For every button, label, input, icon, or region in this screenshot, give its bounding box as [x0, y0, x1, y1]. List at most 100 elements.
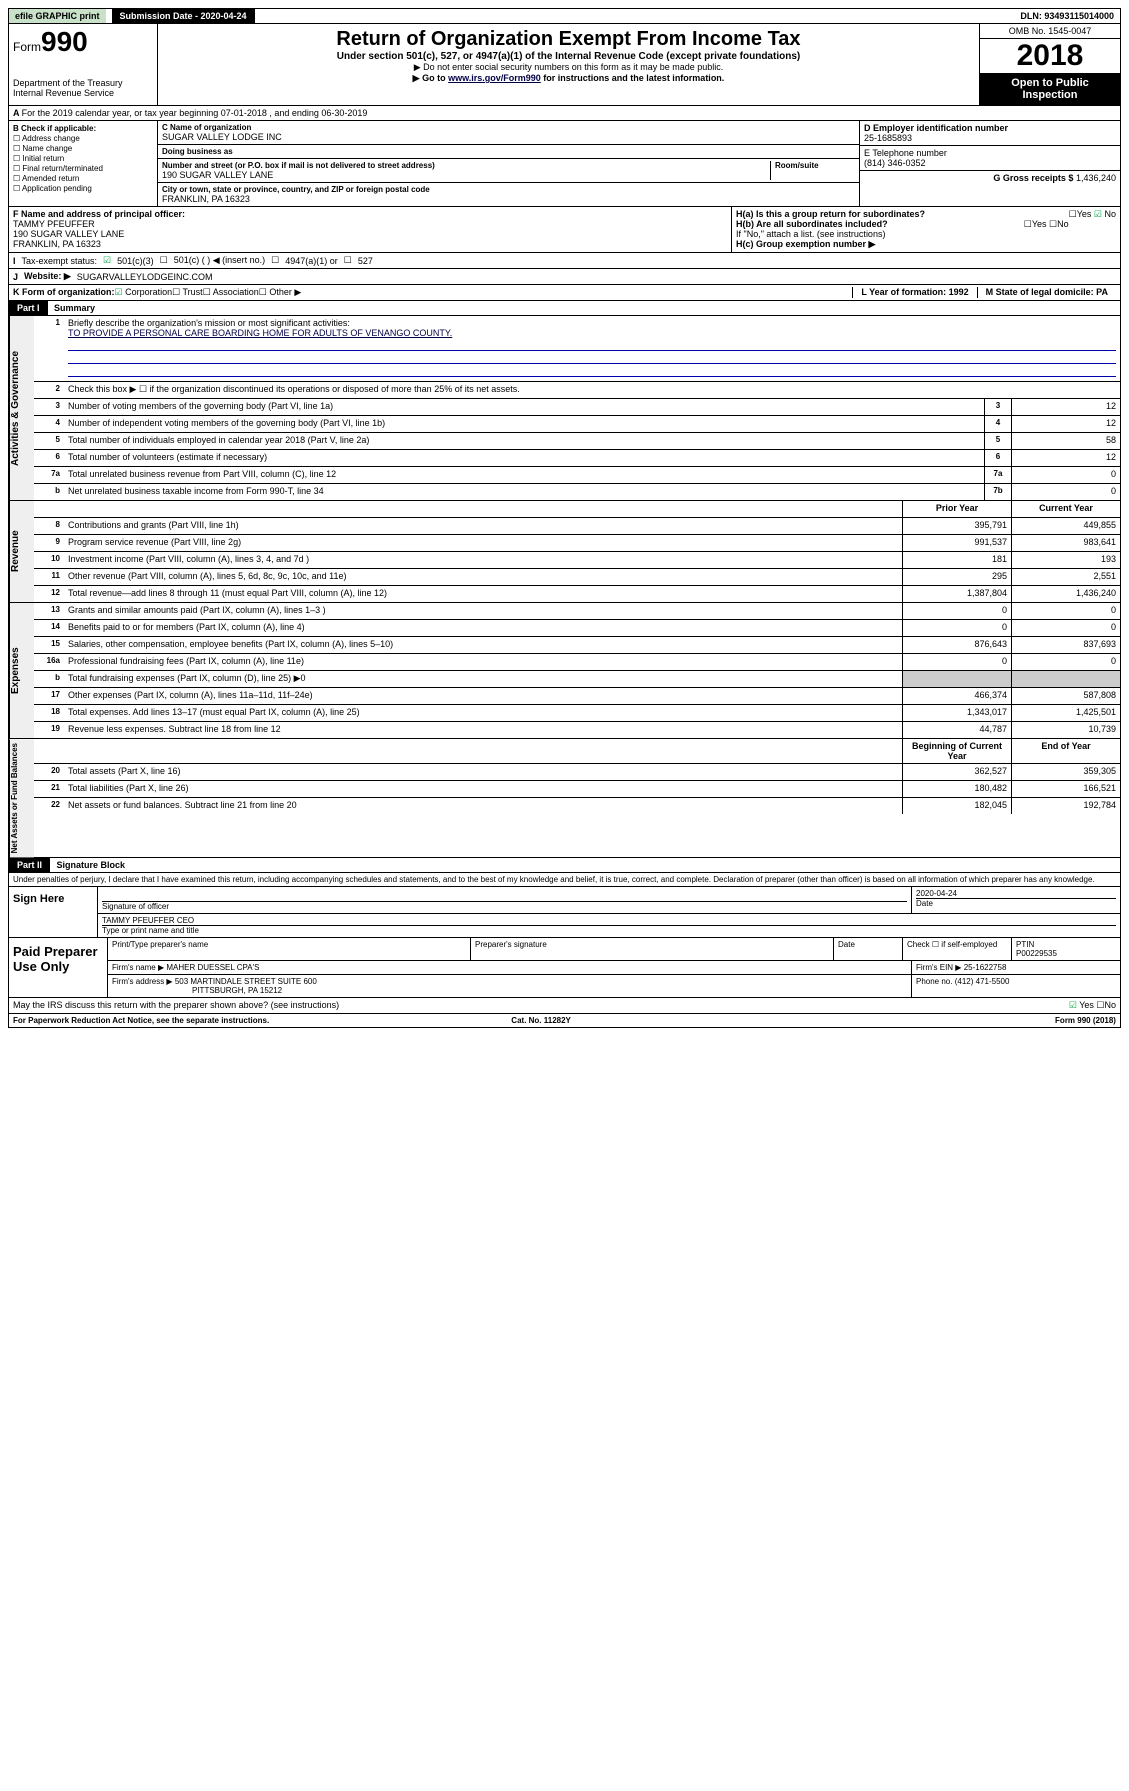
year-formation: L Year of formation: 1992	[852, 287, 976, 298]
part1-badge: Part I	[9, 301, 48, 315]
exp-section: Expenses 13Grants and similar amounts pa…	[8, 603, 1121, 739]
chk-initial[interactable]: Initial return	[13, 154, 153, 163]
topbar: efile GRAPHIC print Submission Date - 20…	[8, 8, 1121, 24]
f-addr2: FRANKLIN, PA 16323	[13, 239, 727, 249]
header-left: Form990 Department of the Treasury Inter…	[9, 24, 158, 105]
org-name: SUGAR VALLEY LODGE INC	[162, 132, 855, 142]
tel-label: E Telephone number	[864, 148, 1116, 158]
chk-name[interactable]: Name change	[13, 144, 153, 153]
form-subtitle: Under section 501(c), 527, or 4947(a)(1)…	[162, 51, 975, 62]
part2-badge: Part II	[9, 858, 50, 872]
part1-title: Summary	[50, 301, 99, 315]
mission-text: TO PROVIDE A PERSONAL CARE BOARDING HOME…	[68, 328, 452, 338]
tax-label: Tax-exempt status:	[22, 256, 98, 266]
form-prefix: Form	[13, 40, 41, 54]
col-c: C Name of organization SUGAR VALLEY LODG…	[158, 121, 860, 206]
sig-date: 2020-04-24	[916, 889, 1116, 898]
row-website: J Website: ▶ SUGARVALLEYLODGEINC.COM	[8, 269, 1121, 285]
state-domicile: M State of legal domicile: PA	[977, 287, 1116, 298]
part2-header: Part II Signature Block	[8, 858, 1121, 873]
dln-label: DLN: 93493115014000	[1014, 9, 1120, 23]
hc-label: H(c) Group exemption number ▶	[736, 239, 1116, 250]
f-name: TAMMY PFEUFFER	[13, 219, 727, 229]
sign-here-block: Sign Here Signature of officer 2020-04-2…	[8, 887, 1121, 938]
chk-501c3	[103, 255, 111, 266]
chk-address[interactable]: Address change	[13, 134, 153, 143]
tax-year: 2018	[980, 39, 1120, 73]
form-sub2: Do not enter social security numbers on …	[162, 62, 975, 73]
chk-final[interactable]: Final return/terminated	[13, 164, 153, 173]
tel-val: (814) 346-0352	[864, 158, 1116, 168]
ha-label: H(a) Is this a group return for subordin…	[736, 209, 925, 219]
rev-tab: Revenue	[9, 501, 34, 602]
city-val: FRANKLIN, PA 16323	[162, 194, 855, 204]
header-mid: Return of Organization Exempt From Incom…	[158, 24, 979, 105]
hb-note: If "No," attach a list. (see instruction…	[736, 229, 1116, 239]
paid-preparer-block: Paid Preparer Use Only Print/Type prepar…	[8, 938, 1121, 998]
sig-date-label: Date	[916, 898, 1116, 908]
sign-here-label: Sign Here	[9, 887, 98, 937]
footer-mid: Cat. No. 11282Y	[511, 1016, 571, 1025]
f-label: F Name and address of principal officer:	[13, 209, 727, 219]
sig-name: TAMMY PFEUFFER CEO	[102, 916, 1116, 925]
form-number: 990	[41, 26, 88, 57]
sig-officer-label: Signature of officer	[102, 901, 907, 911]
gross-val: 1,436,240	[1076, 173, 1116, 183]
goto-post: for instructions and the latest informat…	[541, 73, 725, 83]
header-right: OMB No. 1545-0047 2018 Open to Public In…	[979, 24, 1120, 105]
open-public-badge: Open to Public Inspection	[980, 73, 1120, 105]
block-fh: F Name and address of principal officer:…	[8, 207, 1121, 253]
efile-label: efile GRAPHIC print	[9, 9, 106, 23]
discuss-yes-check	[1069, 1000, 1079, 1010]
col-h: H(a) Is this a group return for subordin…	[732, 207, 1120, 252]
exp-tab: Expenses	[9, 603, 34, 738]
name-label: C Name of organization	[162, 123, 855, 132]
ein-val: 25-1685893	[864, 133, 1116, 143]
f-addr1: 190 SUGAR VALLEY LANE	[13, 229, 727, 239]
ha-no-check	[1094, 209, 1105, 219]
discuss-row: May the IRS discuss this return with the…	[8, 998, 1121, 1014]
footer-left: For Paperwork Reduction Act Notice, see …	[13, 1016, 269, 1025]
rev-section: Revenue Prior YearCurrent Year 8Contribu…	[8, 501, 1121, 603]
part2-title: Signature Block	[53, 858, 130, 872]
block-bcde: B Check if applicable: Address change Na…	[8, 121, 1121, 207]
na-tab: Net Assets or Fund Balances	[9, 739, 34, 857]
col-de: D Employer identification number 25-1685…	[860, 121, 1120, 206]
col-f: F Name and address of principal officer:…	[9, 207, 732, 252]
goto-pre: Go to	[413, 73, 448, 83]
addr-val: 190 SUGAR VALLEY LANE	[162, 170, 770, 180]
row-tax-status: I Tax-exempt status: 501(c)(3) ☐ 501(c) …	[8, 253, 1121, 269]
row-a: A For the 2019 calendar year, or tax yea…	[8, 106, 1121, 121]
row-klm: K Form of organization: Corporation ☐ Tr…	[8, 285, 1121, 301]
form-header: Form990 Department of the Treasury Inter…	[8, 24, 1121, 106]
dba-label: Doing business as	[162, 147, 855, 156]
sig-name-label: Type or print name and title	[102, 925, 1116, 935]
subdate-button[interactable]: Submission Date - 2020-04-24	[112, 9, 255, 23]
gov-section: Activities & Governance 1 Briefly descri…	[8, 316, 1121, 501]
dept-label: Department of the Treasury Internal Reve…	[13, 78, 153, 98]
omb-label: OMB No. 1545-0047	[980, 24, 1120, 39]
perjury-decl: Under penalties of perjury, I declare th…	[8, 873, 1121, 887]
addr-label: Number and street (or P.O. box if mail i…	[162, 161, 770, 170]
hb-label: H(b) Are all subordinates included?	[736, 219, 888, 229]
web-val: SUGARVALLEYLODGEINC.COM	[77, 272, 213, 282]
footer: For Paperwork Reduction Act Notice, see …	[8, 1014, 1121, 1028]
room-label: Room/suite	[775, 161, 855, 170]
web-label: Website: ▶	[24, 271, 71, 282]
city-label: City or town, state or province, country…	[162, 185, 855, 194]
col-b: B Check if applicable: Address change Na…	[9, 121, 158, 206]
irs-link[interactable]: www.irs.gov/Form990	[448, 73, 541, 83]
chk-amended[interactable]: Amended return	[13, 174, 153, 183]
chk-pending[interactable]: Application pending	[13, 184, 153, 193]
footer-right: Form 990 (2018)	[1055, 1016, 1116, 1025]
gov-tab: Activities & Governance	[9, 316, 34, 500]
row-a-text: For the 2019 calendar year, or tax year …	[22, 108, 368, 118]
chk-corp	[115, 287, 126, 297]
col-b-hdr: B Check if applicable:	[13, 124, 153, 133]
paid-label: Paid Preparer Use Only	[9, 938, 108, 997]
na-section: Net Assets or Fund Balances Beginning of…	[8, 739, 1121, 858]
gross-label: G Gross receipts $	[993, 173, 1073, 183]
form-title: Return of Organization Exempt From Incom…	[162, 28, 975, 51]
part1-header: Part I Summary	[8, 301, 1121, 316]
ein-label: D Employer identification number	[864, 123, 1116, 133]
